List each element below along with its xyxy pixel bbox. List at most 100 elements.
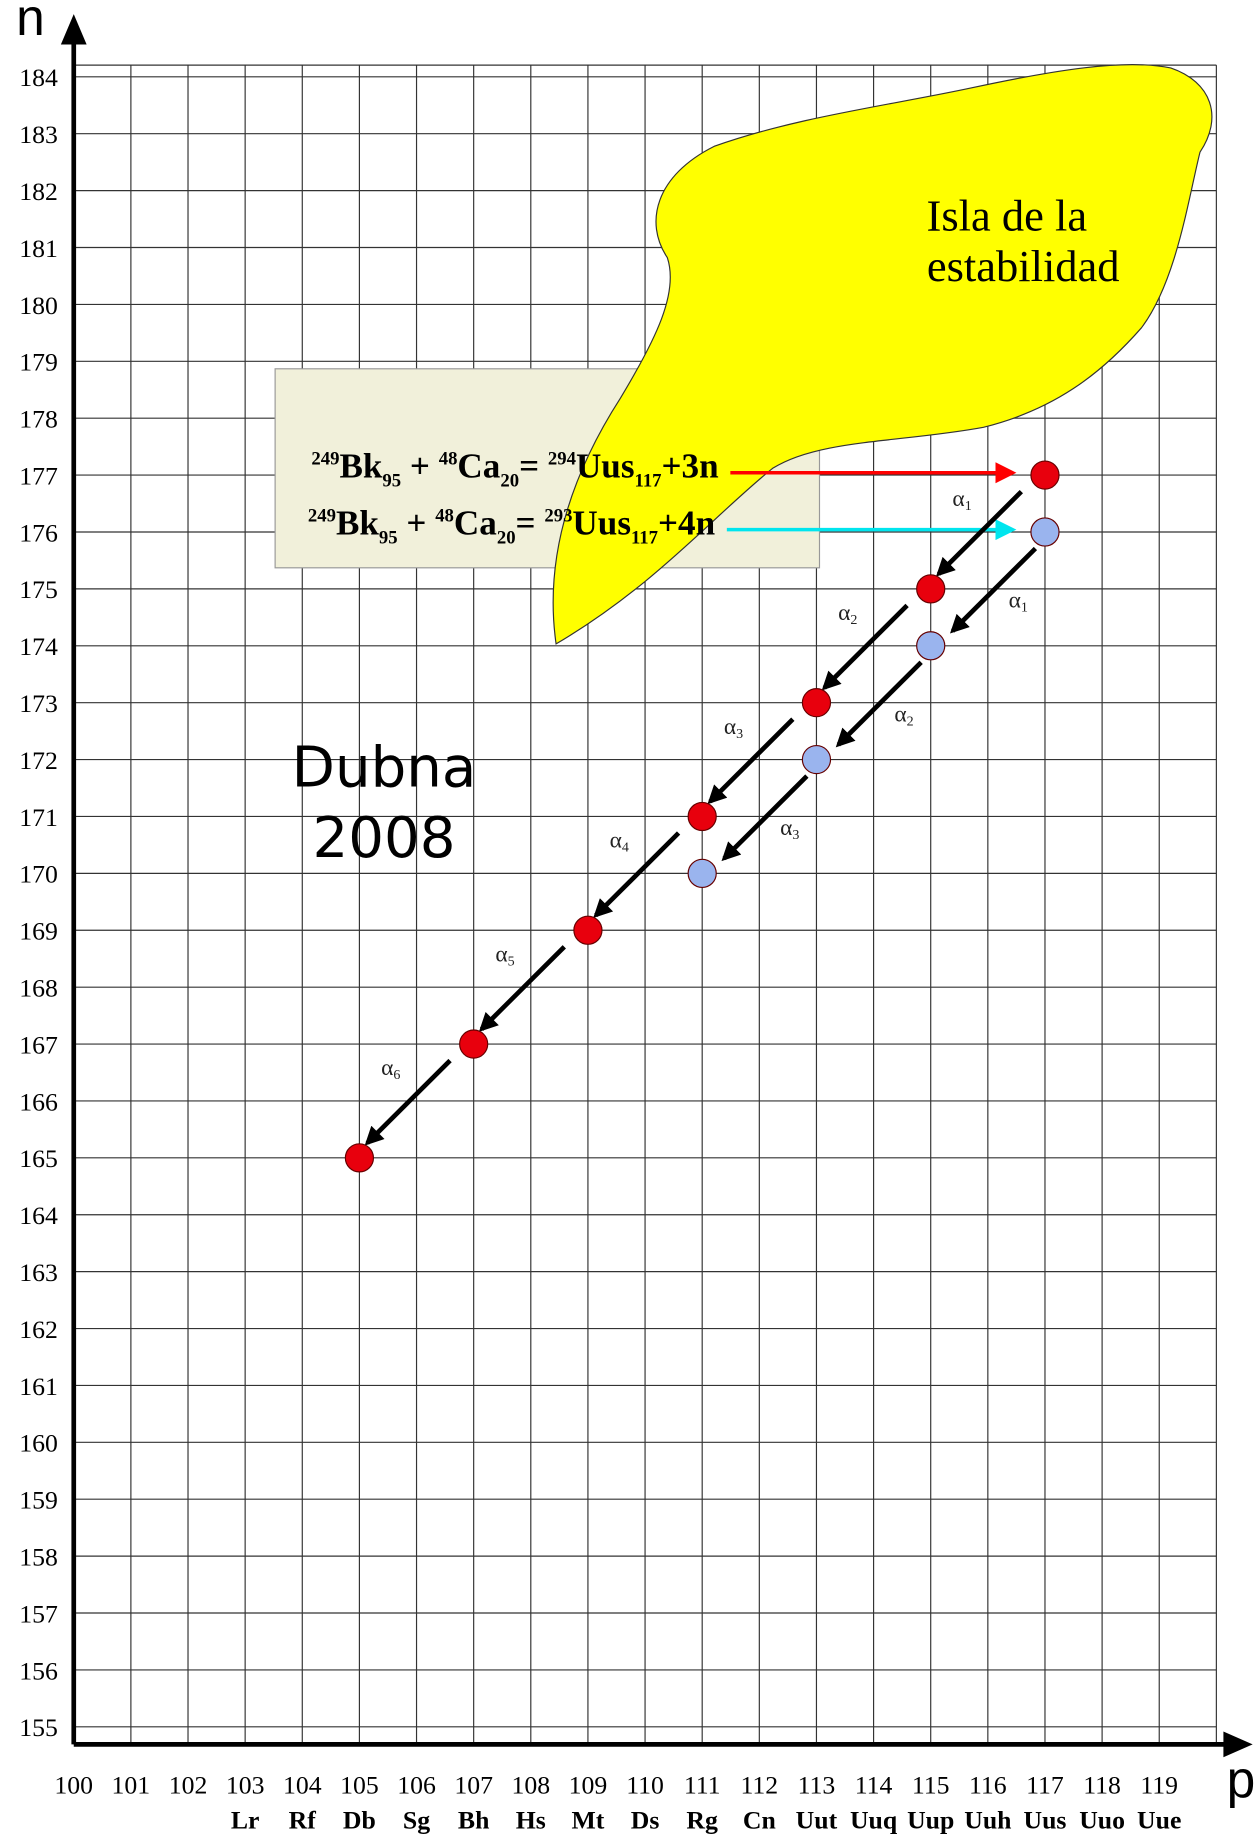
reaction-part: 294 xyxy=(548,448,577,469)
y-tick-label: 162 xyxy=(19,1315,58,1344)
decay-symbol: α xyxy=(952,486,964,512)
x-element-symbol: Uup xyxy=(907,1806,954,1835)
x-element-symbol: Uue xyxy=(1137,1806,1181,1835)
y-tick-label: 174 xyxy=(19,632,58,661)
decay-index: 2 xyxy=(850,612,857,628)
decay-index: 1 xyxy=(1021,600,1028,616)
y-tick-label: 170 xyxy=(19,860,58,889)
reaction-part: Ca xyxy=(457,446,500,485)
decay-arrow xyxy=(707,717,795,805)
reaction-part: +3n xyxy=(662,446,719,485)
x-tick-label: 117 xyxy=(1026,1771,1064,1800)
y-tick-label: 176 xyxy=(19,518,58,547)
decay-arrow xyxy=(950,546,1038,634)
reaction-part: = xyxy=(519,446,548,485)
nuclide-point xyxy=(459,1029,489,1059)
x-tick-label: 109 xyxy=(569,1771,608,1800)
decay-arrow xyxy=(478,945,566,1032)
reaction-equation: 249Bk95 + 48Ca20= 294Uus117+3n xyxy=(311,446,718,491)
decay-index: 3 xyxy=(736,726,743,742)
decay-symbol: α xyxy=(780,815,792,841)
reaction-part: = xyxy=(516,503,545,542)
reaction-equation: 249Bk95 + 48Ca20= 293Uus117+4n xyxy=(308,503,715,548)
y-tick-label: 159 xyxy=(19,1486,58,1515)
x-axis-arrow xyxy=(1223,1731,1253,1758)
decay-label: α3 xyxy=(780,815,799,843)
reaction-part: 48 xyxy=(439,448,458,469)
y-tick-label: 175 xyxy=(19,575,58,604)
nuclide-point xyxy=(687,858,717,888)
reaction-part: Ca xyxy=(454,503,497,542)
decay-arrow xyxy=(821,603,909,691)
nuclide-point xyxy=(801,744,832,775)
decay-symbol: α xyxy=(1009,588,1021,614)
reaction-part: Uus xyxy=(576,446,635,485)
decay-symbol: α xyxy=(724,714,736,740)
y-tick-label: 166 xyxy=(19,1087,58,1116)
x-tick-label: 101 xyxy=(112,1771,151,1800)
x-element-symbol: Lr xyxy=(231,1806,260,1835)
decay-label: α4 xyxy=(610,828,629,856)
reaction-part: Bk xyxy=(339,446,382,485)
y-tick-label: 179 xyxy=(19,348,58,377)
island-label: Isla de la xyxy=(927,191,1088,241)
decay-symbol: α xyxy=(610,828,622,854)
decay-label: α6 xyxy=(381,1055,400,1083)
reaction-part: 117 xyxy=(635,470,662,491)
nuclide-point xyxy=(344,1143,375,1173)
x-tick-label: 116 xyxy=(969,1771,1007,1800)
x-tick-label: 115 xyxy=(912,1771,950,1800)
x-tick-label: 105 xyxy=(340,1771,379,1800)
y-axis-arrow xyxy=(60,14,87,45)
y-tick-label: 180 xyxy=(19,291,58,320)
decay-index: 1 xyxy=(965,498,972,514)
y-tick-label: 158 xyxy=(19,1542,58,1571)
x-element-symbol: Bh xyxy=(458,1806,490,1835)
y-tick-label: 167 xyxy=(19,1030,58,1059)
x-element-symbol: Hs xyxy=(516,1806,546,1835)
decay-index: 2 xyxy=(907,714,914,730)
x-tick-label: 102 xyxy=(169,1771,208,1800)
y-tick-label: 161 xyxy=(19,1372,58,1401)
reaction-part: + xyxy=(401,446,439,485)
x-element-symbol: Uuq xyxy=(850,1806,898,1835)
place-label: Dubna xyxy=(292,736,477,801)
y-tick-label: 157 xyxy=(19,1599,58,1628)
decay-symbol: α xyxy=(838,600,850,626)
y-tick-label: 182 xyxy=(19,177,58,206)
decay-arrow xyxy=(935,489,1024,577)
x-tick-label: 110 xyxy=(626,1771,664,1800)
decay-symbol: α xyxy=(894,701,906,727)
decay-index: 3 xyxy=(792,827,799,843)
reaction-part: 95 xyxy=(379,527,398,548)
reaction-part: 48 xyxy=(435,505,454,526)
reaction-part: 20 xyxy=(497,527,516,548)
x-tick-label: 103 xyxy=(226,1771,265,1800)
y-tick-label: 172 xyxy=(19,746,58,775)
x-element-symbol: Uuh xyxy=(964,1806,1011,1835)
decay-label: α3 xyxy=(724,714,743,742)
x-tick-label: 108 xyxy=(511,1771,550,1800)
decay-symbol: α xyxy=(381,1055,393,1081)
decay-symbol: α xyxy=(495,941,507,967)
decay-label: α2 xyxy=(838,600,857,628)
y-tick-label: 168 xyxy=(19,974,58,1003)
x-element-symbol: Cn xyxy=(743,1806,776,1835)
reaction-part: 20 xyxy=(500,470,519,491)
y-tick-label: 184 xyxy=(19,63,58,92)
reaction-part: 95 xyxy=(382,470,401,491)
reaction-part: 249 xyxy=(311,448,339,469)
y-tick-label: 163 xyxy=(19,1258,58,1287)
reaction-part: 117 xyxy=(631,527,658,548)
x-tick-label: 113 xyxy=(798,1771,836,1800)
y-axis-label: n xyxy=(16,0,45,46)
x-tick-label: 118 xyxy=(1083,1771,1121,1800)
nuclide-point xyxy=(916,574,946,604)
y-tick-label: 160 xyxy=(19,1429,58,1458)
decay-index: 5 xyxy=(508,954,515,970)
y-tick-label: 178 xyxy=(19,405,58,434)
nuclide-point xyxy=(1030,517,1060,547)
island-shape xyxy=(552,64,1213,645)
decay-label: α2 xyxy=(894,701,913,729)
